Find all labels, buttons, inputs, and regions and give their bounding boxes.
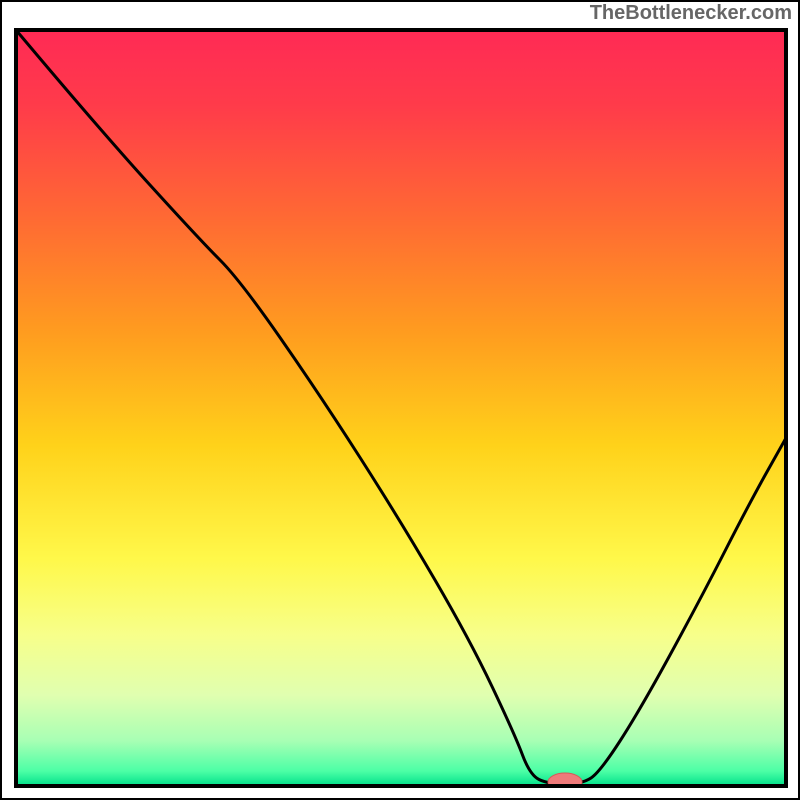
chart-container: TheBottlenecker.com	[0, 0, 800, 800]
bottleneck-chart	[0, 0, 800, 800]
plot-area	[16, 30, 786, 791]
gradient-background	[16, 30, 786, 786]
minimum-marker	[548, 773, 582, 791]
watermark-text: TheBottlenecker.com	[590, 2, 792, 25]
